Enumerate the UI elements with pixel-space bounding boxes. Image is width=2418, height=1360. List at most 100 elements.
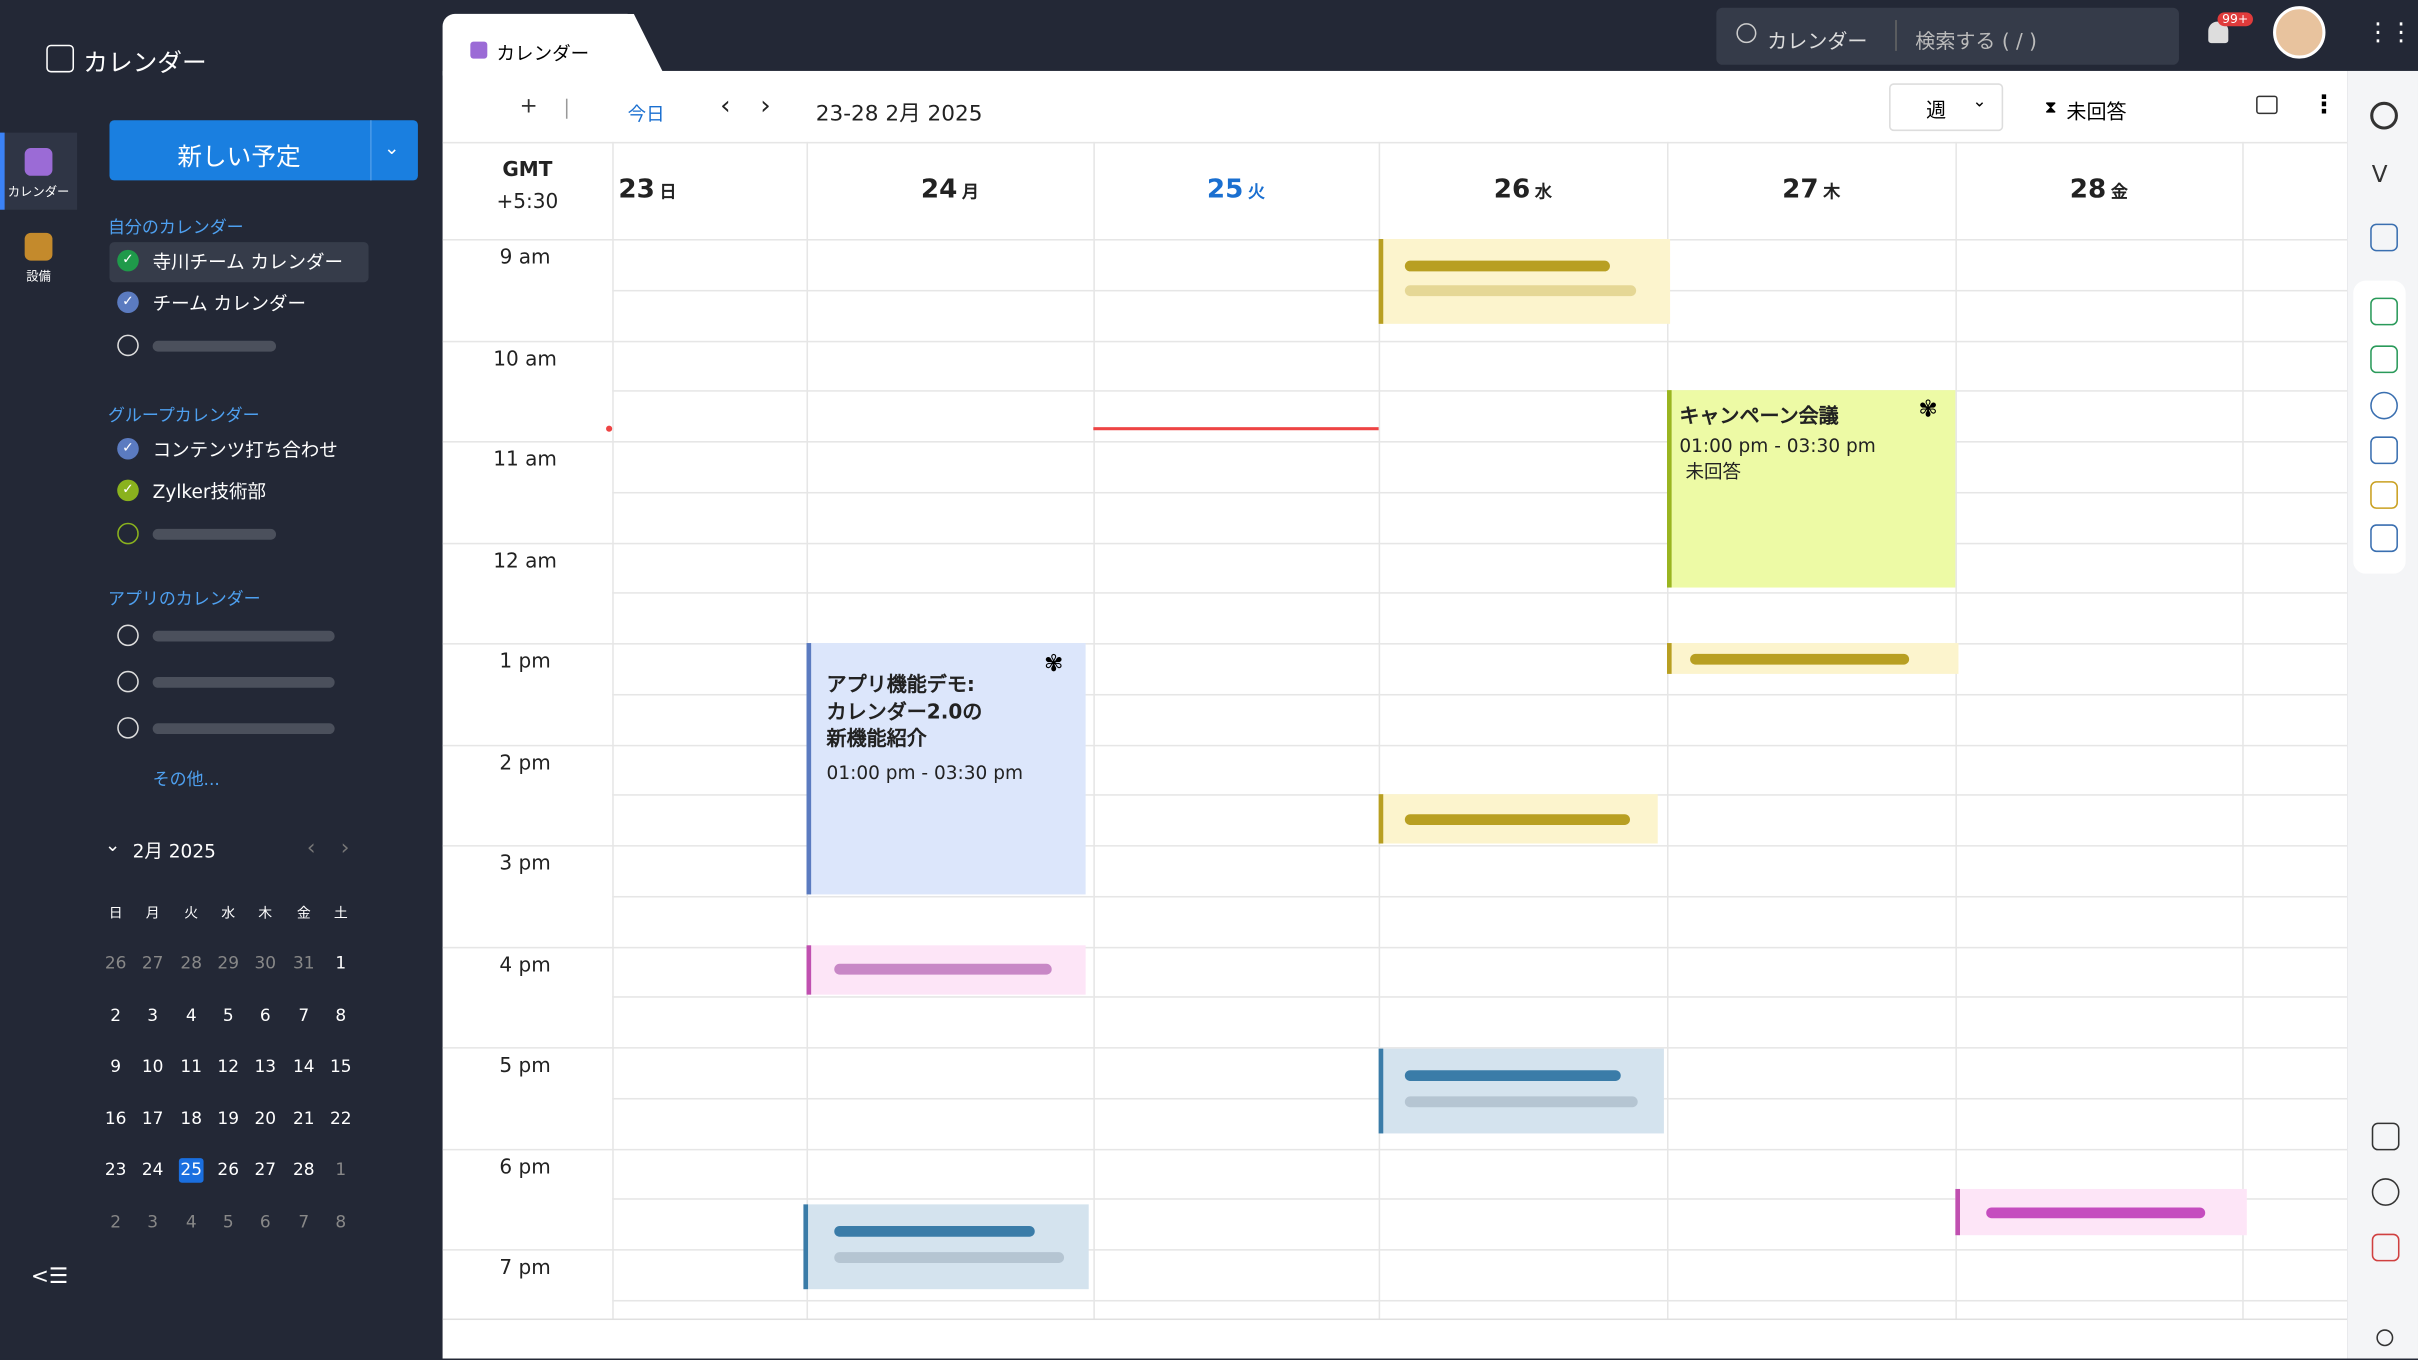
event[interactable] (1378, 1048, 1664, 1134)
calendar-ring[interactable] (117, 670, 139, 693)
mini-day[interactable]: 19 (217, 1108, 240, 1129)
event-title[interactable]: 新機能紹介 (826, 727, 927, 751)
rail-label[interactable]: カレンダー (7, 185, 70, 199)
search[interactable] (2376, 1329, 2394, 1347)
calendar-name[interactable]: 寺川チーム カレンダー (152, 251, 344, 273)
event[interactable] (806, 643, 1086, 895)
add-icon[interactable]: + (519, 94, 538, 119)
event[interactable] (1378, 239, 1671, 324)
search-box[interactable] (1716, 7, 2179, 65)
view-select[interactable] (1889, 83, 2004, 132)
mini-day[interactable]: 30 (254, 953, 277, 974)
event-icon[interactable]: ✾ (1918, 394, 1938, 423)
mini-day[interactable]: 26 (104, 953, 127, 974)
filter[interactable]: 未回答 (2066, 101, 2127, 125)
mini-day[interactable]: 31 (292, 953, 315, 974)
search-scope[interactable]: カレンダー (1767, 30, 1868, 54)
mini-day[interactable]: 29 (217, 953, 240, 974)
calendar-check[interactable]: ✓ (117, 291, 139, 314)
mini-day[interactable]: 24 (141, 1160, 164, 1181)
mini-day[interactable]: 1 (335, 953, 347, 974)
calendar-ring[interactable] (117, 522, 139, 545)
event[interactable] (1666, 390, 1956, 588)
new-event-button[interactable] (109, 120, 418, 181)
calendar-name[interactable]: チーム カレンダー (152, 292, 307, 315)
mini-day[interactable]: 15 (330, 1056, 352, 1077)
more-link[interactable]: その他... (152, 769, 220, 790)
mini-day[interactable]: 4 (185, 1212, 197, 1233)
icon[interactable] (2370, 436, 2398, 465)
mini-day[interactable]: 22 (330, 1108, 352, 1129)
mini-day[interactable]: 3 (147, 1004, 159, 1025)
event[interactable] (803, 1204, 1089, 1290)
calendar-check[interactable]: ✓ (117, 479, 139, 502)
mini-day[interactable]: 8 (335, 1212, 347, 1233)
calendar-ring[interactable] (117, 334, 139, 357)
mini-day[interactable]: 13 (254, 1056, 277, 1077)
calendar-name[interactable]: コンテンツ打ち合わせ (152, 439, 338, 462)
mini-day[interactable]: 26 (217, 1160, 240, 1181)
mini-day[interactable]: 27 (254, 1160, 277, 1181)
selected-row[interactable] (109, 242, 369, 283)
icon[interactable] (2371, 1178, 2400, 1206)
mini-day[interactable]: 8 (335, 1004, 347, 1025)
mini-day[interactable]: 7 (298, 1004, 310, 1025)
view-label[interactable]: 週 (1926, 100, 1947, 124)
mini-day[interactable]: 20 (254, 1108, 277, 1129)
mini-day[interactable]: 5 (222, 1212, 234, 1233)
icon[interactable] (2370, 524, 2398, 553)
icon[interactable] (2371, 1233, 2400, 1262)
tab-label[interactable]: カレンダー (496, 43, 590, 65)
month-prev[interactable]: ‹ (306, 835, 316, 861)
event-title[interactable]: カレンダー2.0の (826, 700, 983, 725)
more-menu[interactable]: ⋮ (2311, 89, 2337, 119)
search-placeholder[interactable]: 検索する ( / ) (1915, 30, 2037, 54)
mini-day[interactable]: 28 (180, 953, 203, 974)
rail-label[interactable]: 設備 (26, 269, 51, 284)
mini-day[interactable]: 7 (298, 1212, 310, 1233)
mini-day[interactable]: 17 (141, 1108, 164, 1129)
icon[interactable] (2371, 1122, 2400, 1151)
event-time[interactable]: 01:00 pm - 03:30 pm (826, 761, 1023, 784)
mini-day[interactable]: 27 (141, 953, 164, 974)
prev[interactable]: ‹ (720, 90, 731, 122)
bell[interactable] (2208, 21, 2229, 44)
mini-day[interactable]: 12 (217, 1056, 240, 1077)
mini-day[interactable]: 28 (292, 1160, 315, 1181)
icon[interactable] (2370, 223, 2398, 252)
mini-day[interactable]: 21 (292, 1108, 315, 1129)
mini-day[interactable]: 23 (104, 1160, 127, 1181)
event-title[interactable]: キャンペーン会議 (1679, 405, 1839, 429)
event-time[interactable]: 01:00 pm - 03:30 pm (1679, 434, 1876, 457)
apps-grid[interactable]: ⋮⋮⋮ (2365, 16, 2418, 47)
event-title[interactable]: アプリ機能デモ: (826, 673, 975, 698)
mini-day[interactable]: 6 (259, 1212, 271, 1233)
month-caret[interactable]: ⌄ (104, 834, 121, 856)
new-event-label[interactable]: 新しい予定 (177, 141, 301, 172)
calendar-check[interactable]: ✓ (117, 249, 139, 272)
mini-day[interactable]: 9 (110, 1056, 122, 1077)
collapse[interactable]: <☰ (30, 1264, 69, 1290)
mini-day[interactable]: 16 (104, 1108, 127, 1129)
icon[interactable] (2370, 297, 2398, 326)
icon[interactable] (2370, 391, 2398, 420)
calendar-name[interactable]: Zylker技術部 (152, 481, 267, 503)
mini-day[interactable]: 10 (141, 1056, 164, 1077)
icon[interactable] (2370, 345, 2398, 374)
mini-day[interactable]: 6 (259, 1004, 271, 1025)
month-next[interactable]: › (340, 835, 350, 861)
rail-calendar-icon[interactable] (24, 148, 53, 176)
next[interactable]: › (760, 90, 771, 122)
calendar-ring[interactable] (117, 624, 139, 647)
calendar-ring[interactable] (117, 717, 139, 739)
mini-day[interactable]: 4 (185, 1004, 197, 1025)
today-button[interactable]: 今日 (627, 103, 665, 125)
rail-resource-icon[interactable] (24, 232, 53, 261)
mini-day[interactable]: 1 (335, 1160, 347, 1181)
event-status[interactable]: 未回答 (1685, 461, 1742, 483)
event-icon[interactable]: ✾ (1043, 649, 1064, 677)
mini-day[interactable]: 14 (292, 1056, 315, 1077)
mini-day[interactable]: 25 (180, 1160, 203, 1181)
calendar-check[interactable]: ✓ (117, 437, 139, 460)
new-event-menu[interactable]: ⌄ (383, 137, 400, 159)
